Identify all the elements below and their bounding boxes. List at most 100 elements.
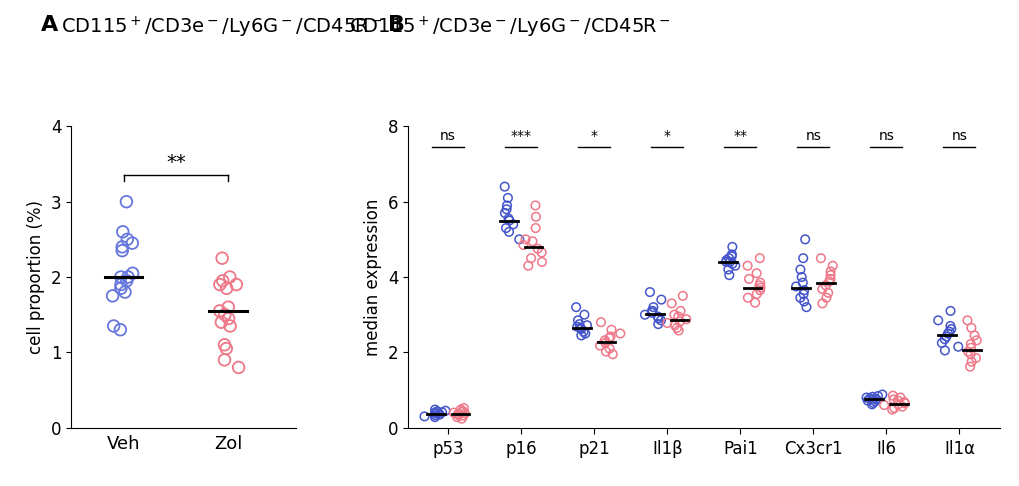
Point (216, 356, 232, 364)
Point (570, 316, 586, 324)
Point (649, 320, 665, 328)
Point (602, 332, 619, 340)
Point (723, 243, 740, 251)
Point (427, 410, 443, 417)
Point (527, 224, 543, 232)
Point (793, 273, 809, 281)
Point (641, 288, 657, 296)
Point (527, 202, 543, 209)
Point (652, 295, 668, 303)
Point (212, 281, 228, 289)
Point (113, 281, 129, 289)
Point (723, 260, 740, 268)
Point (112, 326, 128, 333)
Point (119, 273, 136, 281)
Point (751, 279, 767, 287)
Point (105, 322, 121, 330)
Point (114, 247, 130, 255)
Point (597, 347, 613, 355)
Point (678, 315, 694, 323)
Point (220, 314, 236, 322)
Point (665, 311, 682, 319)
Point (449, 410, 466, 418)
Text: B: B (387, 15, 405, 35)
Point (453, 408, 470, 416)
Point (496, 209, 513, 217)
Point (592, 318, 608, 326)
Point (787, 282, 803, 290)
Point (575, 328, 591, 335)
Point (118, 198, 135, 206)
Point (433, 408, 449, 416)
Point (118, 277, 135, 285)
Point (572, 324, 588, 332)
Point (499, 194, 516, 202)
Point (427, 406, 443, 414)
Point (941, 328, 957, 335)
Point (597, 339, 613, 347)
Point (720, 254, 737, 262)
Y-axis label: cell proportion (%): cell proportion (%) (28, 200, 46, 354)
Text: ns: ns (805, 129, 820, 143)
Point (883, 392, 900, 399)
Point (674, 292, 690, 300)
Point (963, 358, 979, 365)
Point (578, 321, 594, 329)
Point (527, 213, 543, 221)
Point (869, 392, 886, 400)
Point (751, 254, 767, 262)
Point (576, 311, 592, 319)
Point (218, 284, 234, 292)
Point (431, 410, 447, 418)
Text: ns: ns (877, 129, 894, 143)
Point (717, 256, 734, 264)
Point (114, 243, 130, 251)
Point (813, 285, 829, 293)
Text: CD115$^+$/CD3e$^-$/Ly6G$^-$/CD45R$^-$: CD115$^+$/CD3e$^-$/Ly6G$^-$/CD45R$^-$ (61, 15, 383, 40)
Point (798, 303, 814, 311)
Point (571, 320, 587, 328)
Point (717, 258, 734, 266)
Point (453, 415, 470, 422)
Point (591, 342, 607, 349)
Point (515, 241, 531, 249)
Point (511, 235, 527, 243)
Point (821, 271, 838, 279)
Point (596, 336, 612, 344)
Point (113, 284, 129, 292)
Point (658, 319, 675, 327)
Point (220, 303, 236, 311)
Text: *: * (590, 129, 597, 143)
Point (861, 395, 877, 402)
Text: ns: ns (951, 129, 966, 143)
Point (962, 344, 978, 352)
Point (427, 411, 443, 419)
Point (739, 262, 755, 270)
Point (457, 410, 473, 417)
Point (892, 394, 908, 401)
Point (884, 396, 901, 403)
Point (216, 311, 232, 319)
Point (863, 393, 879, 400)
Point (866, 398, 882, 405)
Point (943, 325, 959, 333)
Point (500, 228, 517, 236)
Point (739, 294, 755, 302)
Point (668, 324, 685, 332)
Point (650, 314, 666, 322)
Point (533, 258, 549, 266)
Point (517, 235, 533, 243)
Point (942, 322, 958, 330)
Point (454, 412, 471, 419)
Point (967, 354, 983, 362)
Point (663, 299, 680, 307)
Point (601, 345, 618, 352)
Point (795, 297, 811, 305)
Point (821, 267, 838, 275)
Point (968, 336, 984, 344)
Point (214, 254, 230, 262)
Point (746, 299, 762, 307)
Point (883, 406, 900, 414)
Point (867, 395, 883, 403)
Point (873, 391, 890, 399)
